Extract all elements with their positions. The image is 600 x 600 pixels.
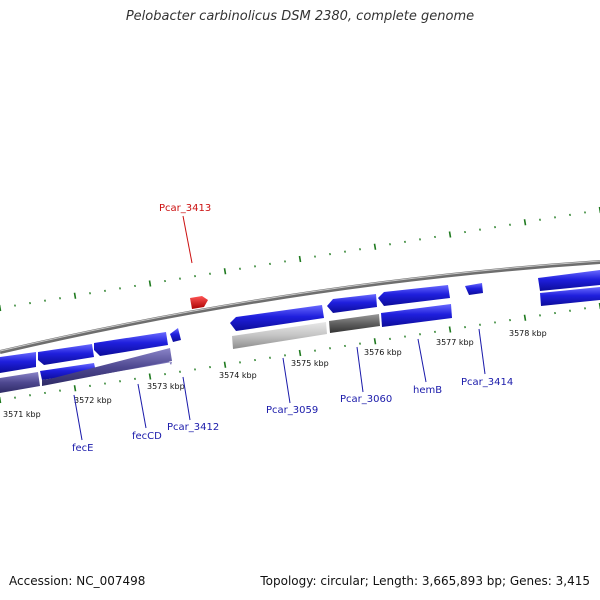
leader-Pcar_3414: [478, 328, 486, 375]
major-tick: [73, 385, 77, 392]
major-tick: [73, 292, 77, 299]
label-Pcar_3412: Pcar_3412: [167, 422, 219, 433]
kbp-label-3577: 3577 kbp: [436, 338, 474, 347]
leader-Pcar_3412: [182, 376, 191, 421]
genome-backbone: [0, 260, 600, 354]
gene-Pcar_3412[interactable]: [170, 328, 181, 342]
gene-Pcar_3059[interactable]: [232, 322, 327, 349]
kbp-label-3578: 3578 kbp: [509, 329, 547, 338]
major-tick: [148, 373, 152, 380]
major-tick: [373, 338, 377, 345]
gene-block-hemB[interactable]: [378, 285, 450, 306]
forward-gene-right-edge[interactable]: [538, 270, 600, 291]
forward-gene-Pcar_3414[interactable]: [465, 283, 483, 295]
major-tick: [523, 314, 527, 321]
label-Pcar_3060: Pcar_3060: [340, 394, 392, 405]
leader-fecCD: [137, 383, 147, 429]
major-tick: [223, 361, 227, 368]
lower-tick-rail: [0, 302, 600, 404]
major-tick: [148, 280, 152, 287]
major-tick: [0, 396, 2, 404]
label-Pcar_3059: Pcar_3059: [266, 405, 318, 416]
kbp-label-3572: 3572 kbp: [74, 396, 112, 405]
kbp-label-3575: 3575 kbp: [291, 359, 329, 368]
leader-hemB: [417, 338, 427, 383]
gene-block-left-c[interactable]: [94, 332, 168, 356]
label-Pcar_3413: Pcar_3413: [159, 203, 211, 214]
kbp-label-3573: 3573 kbp: [147, 382, 185, 391]
gene-block-center-b[interactable]: [327, 294, 377, 313]
operon-fecCD[interactable]: [42, 348, 172, 386]
kbp-label-3574: 3574 kbp: [219, 371, 257, 380]
gene-block-left-b[interactable]: [38, 344, 94, 365]
label-hemB: hemB: [413, 385, 442, 396]
kbp-label-3571: 3571 kbp: [3, 410, 41, 419]
leader-Pcar_3060: [356, 346, 364, 393]
major-tick: [523, 219, 527, 226]
operon-fecE[interactable]: [0, 372, 40, 393]
label-Pcar_3414: Pcar_3414: [461, 377, 513, 388]
genome-summary-text: Topology: circular; Length: 3,665,893 bp…: [260, 574, 590, 588]
leader-Pcar_3059: [282, 357, 291, 404]
major-tick: [298, 349, 302, 357]
highlight-gene-Pcar_3413[interactable]: [190, 296, 208, 309]
gene-hemB-lower[interactable]: [381, 304, 452, 327]
kbp-labels: 3571 kbp 3572 kbp 3573 kbp 3574 kbp 3575…: [3, 329, 547, 419]
gene-Pcar_3060[interactable]: [329, 314, 380, 333]
major-tick: [448, 326, 452, 333]
gene-labels: Pcar_3413 fecE fecCD Pcar_3412 Pcar_3059…: [72, 203, 513, 454]
leader-lines: [73, 215, 486, 441]
accession-text: Accession: NC_007498: [9, 574, 146, 588]
label-fecCD: fecCD: [132, 431, 162, 442]
major-tick: [0, 304, 2, 312]
leader-fecE: [73, 394, 83, 441]
major-tick: [223, 268, 227, 275]
major-tick: [298, 255, 302, 263]
leader-Pcar_3413: [182, 215, 193, 264]
gene-fecE-blue[interactable]: [40, 363, 96, 380]
label-fecE: fecE: [72, 443, 94, 454]
major-tick: [373, 243, 377, 250]
gene-block-left-a[interactable]: [0, 352, 36, 373]
gene-block-center-a[interactable]: [230, 305, 324, 331]
gene-right-lower[interactable]: [540, 287, 600, 306]
genome-backbone-highlight: [0, 260, 600, 352]
kbp-label-3576: 3576 kbp: [364, 348, 402, 357]
genome-title: Pelobacter carbinolicus DSM 2380, comple…: [125, 9, 475, 24]
major-tick: [448, 231, 452, 238]
